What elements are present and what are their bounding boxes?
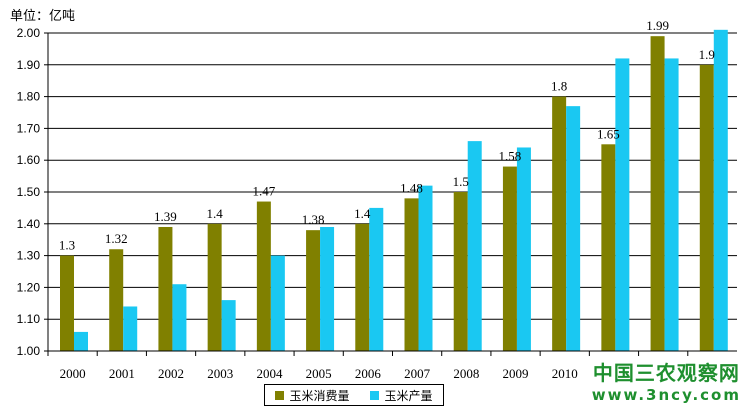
legend-item-production: 玉米产量 bbox=[370, 387, 433, 404]
bar-consumption bbox=[109, 249, 124, 351]
bar-production bbox=[566, 106, 581, 351]
x-tick-label: 2003 bbox=[207, 366, 233, 381]
bar-production bbox=[418, 185, 433, 351]
bar-consumption bbox=[256, 201, 271, 351]
watermark-url: www.3ncy.com bbox=[591, 386, 741, 404]
bar-production bbox=[320, 226, 335, 351]
bar-consumption bbox=[650, 36, 665, 352]
bar-consumption bbox=[60, 255, 74, 351]
y-tick-label: 1.00 bbox=[17, 344, 41, 358]
legend-swatch-consumption bbox=[275, 390, 285, 400]
data-label-consumption: 1.5 bbox=[453, 174, 469, 189]
x-tick-label: 2010 bbox=[552, 366, 578, 381]
bar-consumption bbox=[601, 144, 616, 351]
bar-consumption bbox=[699, 64, 714, 352]
bar-consumption bbox=[158, 226, 173, 351]
bar-production bbox=[467, 141, 482, 351]
y-tick-label: 1.90 bbox=[17, 58, 41, 72]
x-tick-label: 2009 bbox=[503, 366, 529, 381]
y-tick-label: 1.60 bbox=[17, 153, 41, 167]
bar-consumption bbox=[404, 198, 419, 351]
legend: 玉米消费量 玉米产量 bbox=[264, 384, 444, 406]
x-tick-label: 2006 bbox=[355, 366, 382, 381]
bar-consumption bbox=[355, 223, 370, 351]
data-label-consumption: 1.9 bbox=[699, 47, 715, 62]
data-label-consumption: 1.65 bbox=[597, 126, 620, 141]
watermark: 中国三农观察网 www.3ncy.com bbox=[592, 357, 741, 404]
data-label-consumption: 1.4 bbox=[207, 206, 224, 221]
x-tick-label: 2005 bbox=[306, 366, 332, 381]
bar-consumption bbox=[502, 166, 517, 351]
y-tick-label: 1.20 bbox=[17, 280, 41, 294]
data-label-consumption: 1.3 bbox=[59, 238, 75, 253]
grid-lines bbox=[48, 32, 737, 320]
watermark-title: 中国三农观察网 bbox=[592, 361, 740, 385]
y-tick-label: 1.70 bbox=[17, 121, 41, 135]
axes: 1.00 1.10 1.20 1.30 1.40 1.50 1.60 1.70 1.80 1.90… bbox=[17, 26, 737, 381]
data-label-consumption: 1.47 bbox=[252, 184, 275, 199]
legend-label-production: 玉米产量 bbox=[384, 388, 433, 403]
y-tick-label: 1.80 bbox=[17, 90, 41, 104]
data-label-consumption: 1.38 bbox=[302, 212, 325, 227]
y-tick-label: 1.50 bbox=[17, 185, 41, 199]
unit-label: 单位：亿吨 bbox=[10, 9, 76, 24]
bar-consumption bbox=[306, 230, 321, 351]
x-tick-label: 2004 bbox=[256, 366, 283, 381]
bar-production bbox=[713, 29, 728, 351]
data-label-consumption: 1.32 bbox=[105, 231, 128, 246]
bar-consumption bbox=[207, 223, 222, 351]
bar-production bbox=[270, 255, 285, 351]
data-label-consumption: 1.4 bbox=[354, 206, 371, 221]
legend-item-consumption: 玉米消费量 bbox=[275, 387, 350, 404]
bar-consumption bbox=[552, 96, 567, 351]
y-tick-label: 1.40 bbox=[17, 217, 41, 231]
bar-production bbox=[221, 300, 236, 351]
y-tick-label: 1.10 bbox=[17, 312, 41, 326]
x-tick-label: 2008 bbox=[453, 366, 479, 381]
bar-consumption bbox=[453, 192, 468, 351]
legend-swatch-production bbox=[370, 390, 380, 400]
bar-production bbox=[172, 284, 187, 351]
bar-production bbox=[123, 306, 138, 351]
y-tick-label: 1.30 bbox=[17, 249, 41, 263]
data-label-consumption: 1.8 bbox=[551, 79, 567, 94]
x-tick-label: 2000 bbox=[60, 366, 86, 381]
data-label-consumption: 1.99 bbox=[646, 18, 669, 33]
x-tick-label: 2002 bbox=[158, 366, 184, 381]
data-labels: 1.3 1.32 1.39 1.4 1.47 1.38 1.4 1.48 1.5 1.58 1.8 1… bbox=[59, 18, 715, 252]
bar-production bbox=[664, 58, 679, 351]
data-label-consumption: 1.48 bbox=[400, 180, 423, 195]
data-label-consumption: 1.58 bbox=[499, 149, 522, 164]
bar-production bbox=[615, 58, 630, 351]
x-tick-label: 2001 bbox=[109, 366, 135, 381]
data-label-consumption: 1.39 bbox=[154, 209, 177, 224]
bar-production bbox=[74, 331, 88, 351]
legend-label-consumption: 玉米消费量 bbox=[289, 388, 350, 403]
y-tick-label: 2.00 bbox=[17, 26, 41, 40]
x-tick-label: 2007 bbox=[404, 366, 431, 381]
bar-production bbox=[369, 207, 384, 351]
bar-production bbox=[516, 147, 531, 351]
bars bbox=[60, 29, 728, 352]
